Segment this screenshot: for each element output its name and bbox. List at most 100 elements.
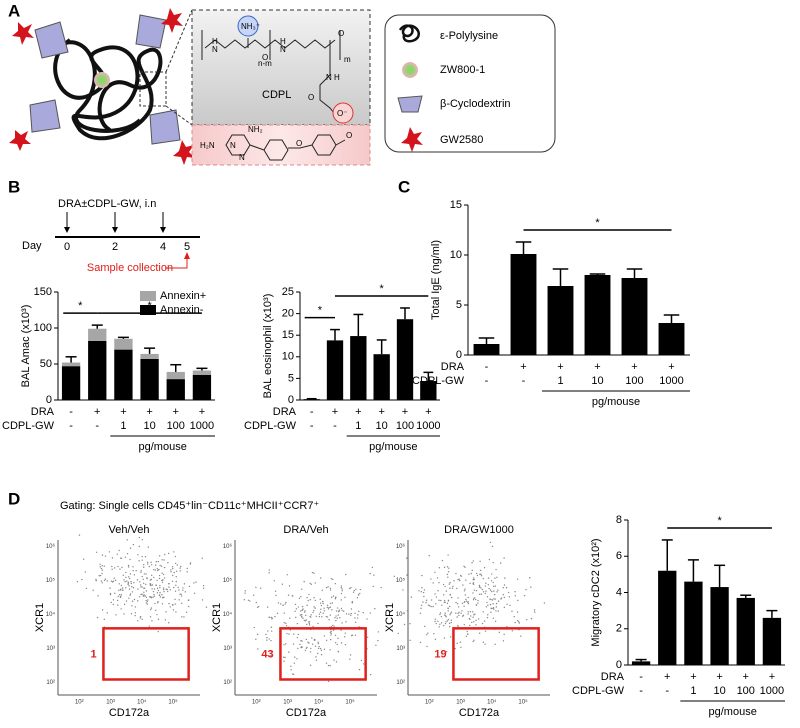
event-dot [340, 642, 343, 644]
event-dot [122, 574, 125, 577]
event-dot [125, 576, 127, 579]
event-dot [313, 638, 316, 641]
event-dot [329, 587, 332, 589]
event-dot [111, 568, 113, 571]
event-dot [505, 587, 508, 589]
event-dot [329, 602, 332, 605]
event-dot [173, 586, 175, 589]
x-tick-label: + [355, 406, 361, 418]
event-dot [325, 662, 328, 664]
event-dot [437, 590, 439, 592]
x-unit-label: pg/mouse [139, 441, 187, 453]
event-dot [167, 590, 169, 593]
flow-y-tick: 10³ [223, 646, 232, 652]
event-dot [475, 624, 477, 626]
bar [420, 380, 437, 400]
x-tick-label: 100 [625, 375, 643, 387]
event-dot [335, 596, 337, 598]
y-tick-label: 10 [282, 351, 294, 363]
event-dot [285, 625, 288, 627]
event-dot [180, 595, 183, 597]
event-dot [271, 630, 273, 632]
x-tick-label: - [310, 420, 314, 432]
event-dot [331, 609, 333, 611]
event-dot [471, 569, 473, 572]
event-dot [444, 614, 446, 616]
legend-icon [402, 62, 418, 78]
event-dot [463, 601, 466, 603]
event-dot [162, 587, 165, 589]
x-unit-label: pg/mouse [709, 706, 757, 718]
event-dot [507, 591, 510, 594]
event-dot [348, 613, 350, 615]
event-dot [514, 591, 516, 593]
event-dot [439, 613, 441, 616]
flow-x-tick: 10² [425, 700, 434, 706]
event-dot [477, 618, 480, 620]
event-dot [257, 648, 259, 650]
y-tick-label: 15 [282, 329, 294, 341]
y-axis-label: BAL eosinophil (x10³) [262, 294, 274, 399]
event-dot [257, 605, 260, 608]
event-dot [181, 602, 183, 605]
event-dot [101, 564, 103, 567]
event-dot [174, 598, 176, 601]
event-dot [421, 587, 423, 589]
arrow-head [184, 252, 190, 259]
event-dot [493, 593, 496, 596]
x-tick-label: + [769, 671, 775, 683]
event-dot [181, 616, 183, 618]
event-dot [253, 626, 256, 629]
event-dot [156, 579, 158, 582]
event-dot [127, 566, 130, 568]
event-dot [99, 563, 101, 565]
event-dot [340, 629, 342, 631]
atom-label: H [280, 37, 286, 46]
y-tick-label: 0 [46, 394, 52, 406]
event-dot [103, 579, 106, 582]
event-dot [269, 616, 271, 619]
gate-value: 1 [90, 649, 96, 661]
event-dot [513, 615, 515, 618]
event-dot [427, 604, 430, 606]
event-dot [193, 582, 195, 584]
event-dot [359, 592, 361, 595]
event-dot [300, 614, 303, 616]
event-dot [487, 614, 489, 616]
event-dot [323, 635, 326, 637]
event-dot [123, 603, 126, 606]
event-dot [205, 606, 208, 608]
event-dot [450, 619, 452, 622]
event-dot [319, 577, 322, 579]
event-dot [530, 617, 533, 620]
y-tick-label: 0 [456, 349, 462, 361]
event-dot [523, 594, 526, 597]
event-dot [447, 571, 450, 573]
event-dot [313, 572, 315, 574]
event-dot [314, 599, 316, 602]
row-label: DRA [31, 406, 55, 418]
event-dot [163, 596, 165, 598]
event-dot [268, 572, 270, 574]
event-dot [419, 612, 421, 615]
y-axis-label: Migratory cDC2 (x10²) [590, 538, 602, 646]
event-dot [348, 587, 351, 590]
event-dot [157, 569, 159, 572]
event-dot [329, 606, 332, 608]
event-dot [305, 614, 307, 617]
x-tick-label: + [664, 671, 670, 683]
event-dot [145, 590, 148, 592]
drug-box [191, 124, 371, 166]
event-dot [393, 575, 395, 578]
event-dot [153, 588, 156, 590]
event-dot [406, 610, 409, 612]
event-dot [475, 589, 478, 592]
carboxylate-circle [332, 102, 354, 124]
event-dot [168, 586, 170, 588]
event-dot [128, 577, 131, 580]
event-dot [446, 602, 449, 605]
event-dot [161, 572, 163, 574]
event-dot [305, 647, 308, 649]
event-dot [473, 621, 475, 623]
event-dot [497, 589, 499, 591]
